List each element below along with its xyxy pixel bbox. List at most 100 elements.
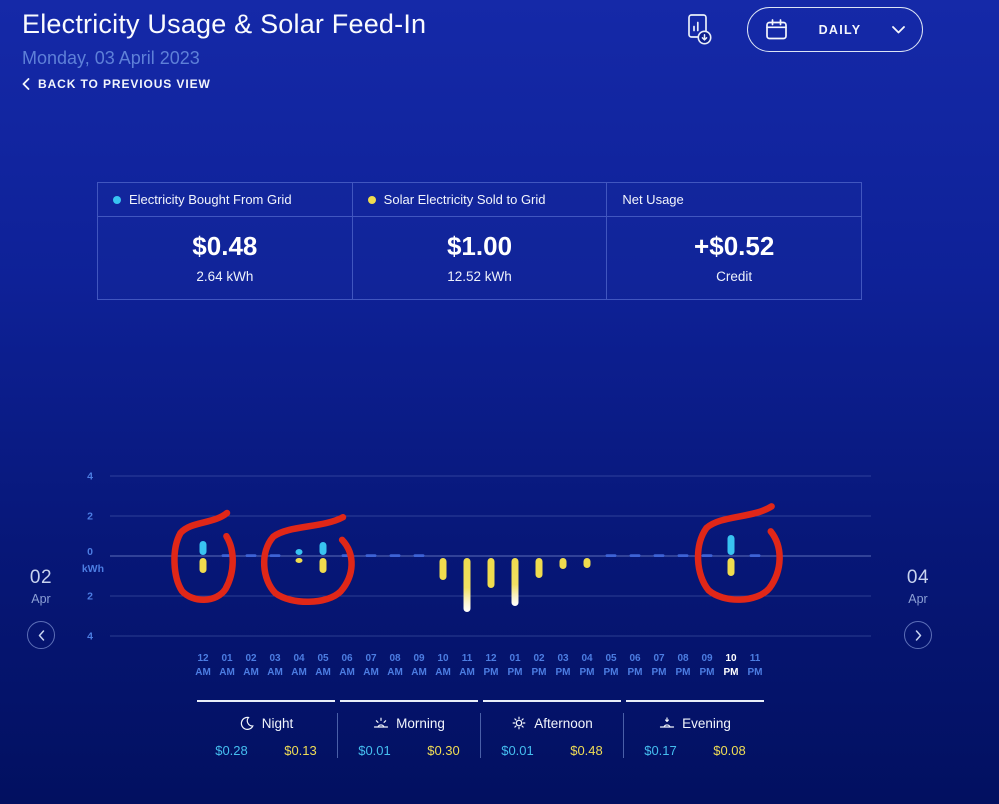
- hour-label: 02 PM: [532, 653, 547, 678]
- y-tick-label: 4: [87, 471, 93, 483]
- period-bought-value: $0.01: [501, 743, 534, 758]
- period-sold-value: $0.08: [713, 743, 746, 758]
- annotation-circle: [171, 509, 236, 603]
- hour-label: 10 PM: [724, 653, 739, 678]
- sold-bar[interactable]: [583, 558, 591, 568]
- period-night: Night $0.28 $0.13: [197, 700, 335, 758]
- hour-label: 08 AM: [387, 653, 403, 678]
- hour-label: 12 AM: [195, 653, 211, 678]
- sold-bar[interactable]: [319, 558, 327, 573]
- hour-label: 05 AM: [315, 653, 331, 678]
- no-data-dash: [221, 554, 233, 557]
- no-data-dash: [269, 554, 281, 557]
- chevron-left-icon: [38, 629, 44, 641]
- period-sold-value: $0.13: [284, 743, 317, 758]
- no-data-dash: [749, 554, 761, 557]
- back-link-label: BACK TO PREVIOUS VIEW: [38, 77, 211, 91]
- hour-label: 08 PM: [676, 653, 691, 678]
- y-tick-label: 0: [87, 546, 93, 558]
- sold-legend-dot: [367, 195, 376, 204]
- back-link[interactable]: BACK TO PREVIOUS VIEW: [22, 77, 211, 91]
- summary-card-value: +$0.52: [694, 231, 775, 261]
- sold-bar[interactable]: [295, 558, 303, 563]
- sold-bar[interactable]: [511, 558, 519, 606]
- chevron-left-icon: [22, 78, 30, 90]
- summary-card-label: Solar Electricity Sold to Grid: [383, 192, 546, 207]
- sold-bar[interactable]: [439, 558, 447, 580]
- summary-card-bought: Electricity Bought From Grid $0.48 2.64 …: [98, 183, 352, 299]
- summary-table: Electricity Bought From Grid $0.48 2.64 …: [97, 182, 862, 300]
- y-tick-label: 4: [87, 631, 93, 643]
- period-divider: [480, 713, 481, 758]
- period-sold-value: $0.48: [570, 743, 603, 758]
- hour-label: 04 PM: [580, 653, 595, 678]
- next-day-number: 04: [906, 567, 930, 588]
- bought-bar[interactable]: [295, 549, 303, 555]
- period-bought-value: $0.01: [358, 743, 391, 758]
- hour-label: 06 PM: [628, 653, 643, 678]
- sold-bar[interactable]: [199, 558, 207, 573]
- no-data-dash: [341, 554, 353, 557]
- bought-bar[interactable]: [727, 535, 735, 555]
- sold-bar[interactable]: [463, 558, 471, 612]
- hour-label: 01 PM: [508, 653, 523, 678]
- summary-card-subvalue: 2.64 kWh: [196, 269, 254, 284]
- bought-bar[interactable]: [199, 541, 207, 555]
- period-evening: Evening $0.17 $0.08: [626, 700, 764, 758]
- summary-card-subvalue: 12.52 kWh: [447, 269, 512, 284]
- summary-card-subvalue: Credit: [716, 269, 753, 284]
- period-label: Evening: [682, 715, 731, 731]
- period-afternoon: Afternoon $0.01 $0.48: [483, 700, 621, 758]
- bought-legend-dot: [113, 195, 121, 204]
- no-data-dash: [365, 554, 377, 557]
- hour-label: 09 AM: [411, 653, 427, 678]
- hour-label: 06 AM: [339, 653, 355, 678]
- period-label: Night: [261, 715, 294, 731]
- summary-card-label: Net Usage: [622, 192, 684, 207]
- date-subtitle: Monday, 03 April 2023: [22, 48, 200, 68]
- sold-bar[interactable]: [487, 558, 495, 588]
- hour-label: 01 AM: [219, 653, 235, 678]
- no-data-dash: [389, 554, 401, 557]
- period-dropdown-button[interactable]: DAILY: [747, 7, 923, 52]
- sold-bar[interactable]: [559, 558, 567, 569]
- no-data-dash: [677, 554, 689, 557]
- no-data-dash: [629, 554, 641, 557]
- hour-label: 12 PM: [484, 653, 499, 678]
- period-sold-value: $0.30: [427, 743, 460, 758]
- chevron-right-icon: [915, 629, 921, 641]
- no-data-dash: [605, 554, 617, 557]
- export-report-button[interactable]: [683, 13, 715, 47]
- bought-bar[interactable]: [319, 542, 327, 555]
- next-day-button[interactable]: [904, 621, 932, 649]
- hour-label: 07 AM: [363, 653, 379, 678]
- no-data-dash: [653, 554, 665, 557]
- y-axis-unit: kWh: [82, 563, 104, 575]
- prev-day-button[interactable]: [27, 621, 55, 649]
- export-report-icon: [688, 14, 712, 45]
- page-title: Electricity Usage & Solar Feed-In: [22, 9, 427, 39]
- no-data-dash: [413, 554, 425, 557]
- period-morning: Morning $0.01 $0.30: [340, 700, 478, 758]
- prev-day-month: Apr: [31, 592, 51, 606]
- chevron-down-icon: [892, 25, 905, 33]
- summary-card-value: $1.00: [446, 231, 513, 261]
- hour-label: 11 PM: [748, 653, 763, 678]
- no-data-dash: [245, 554, 257, 557]
- summary-card-value: $0.48: [192, 231, 258, 261]
- sunset-icon: [659, 717, 675, 728]
- sunrise-icon: [374, 717, 389, 728]
- hour-label: 10 AM: [435, 653, 451, 678]
- y-tick-label: 2: [87, 511, 93, 523]
- summary-card-net: Net Usage +$0.52 Credit: [606, 183, 862, 299]
- period-divider: [623, 713, 624, 758]
- sold-bar[interactable]: [727, 558, 735, 576]
- hour-label: 04 AM: [291, 653, 307, 678]
- annotation-circle: [260, 513, 355, 605]
- sun-icon: [512, 716, 526, 730]
- sold-bar[interactable]: [535, 558, 543, 578]
- y-tick-label: 2: [87, 591, 93, 603]
- hour-label: 03 AM: [267, 653, 283, 678]
- moon-icon: [240, 716, 254, 730]
